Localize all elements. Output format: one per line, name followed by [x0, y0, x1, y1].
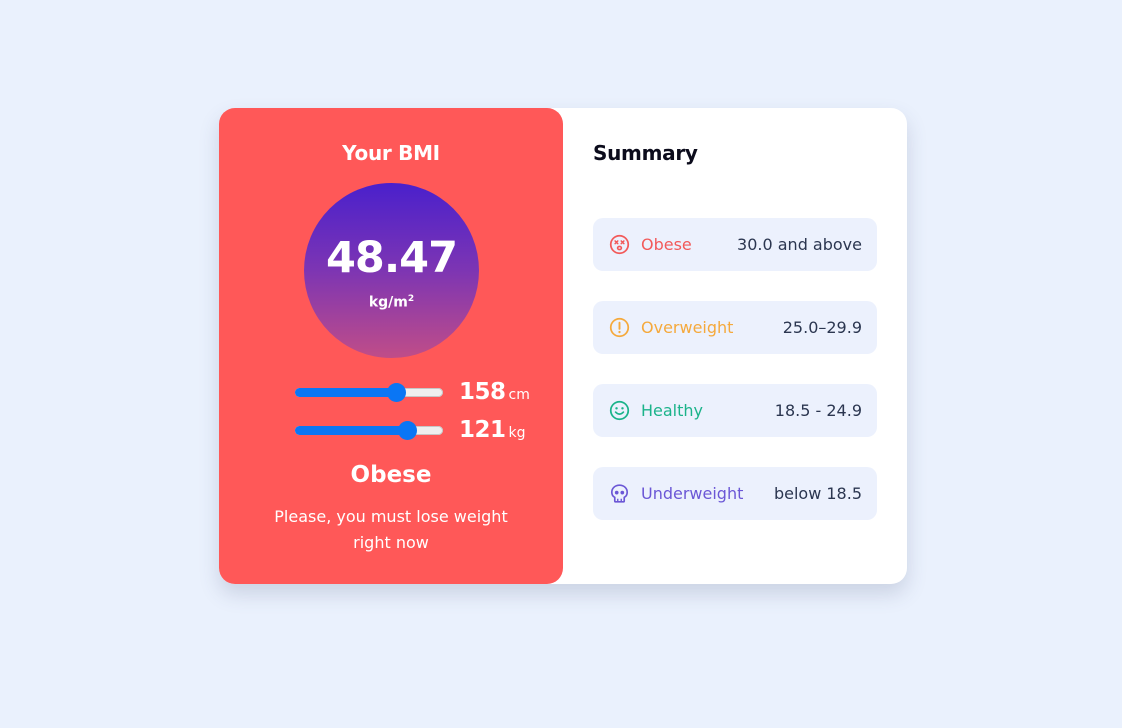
exclamation-circle-icon: [609, 317, 630, 338]
summary-row-range: 18.5 - 24.9: [774, 401, 862, 420]
summary-title: Summary: [593, 141, 698, 165]
bmi-value: 48.47: [325, 233, 458, 283]
summary-row-underweight: Underweight below 18.5: [593, 467, 877, 520]
bmi-card: Your BMI 48.47 kg/m2 158 cm 121 kg Obese P…: [219, 108, 907, 584]
smiley-face-icon: [609, 400, 630, 421]
summary-row-range: 30.0 and above: [737, 235, 862, 254]
summary-row-label: Underweight: [641, 484, 744, 503]
summary-row-range: 25.0–29.9: [782, 318, 862, 337]
height-slider-row: 158 cm: [295, 379, 555, 411]
height-unit: cm: [508, 387, 530, 403]
bmi-message: Please, you must lose weight right now: [274, 507, 508, 552]
bmi-category: Obese: [350, 462, 432, 488]
bmi-unit: kg/m2: [368, 294, 415, 311]
bmi-title: Your BMI: [342, 141, 440, 165]
height-slider[interactable]: [295, 383, 443, 402]
weight-slider-row: 121 kg: [295, 417, 555, 449]
height-readout: 158 cm: [459, 379, 530, 405]
summary-row-label: Overweight: [641, 318, 734, 337]
bmi-circle: 48.47 kg/m2: [304, 183, 479, 358]
weight-unit: kg: [508, 425, 526, 441]
summary-row-healthy: Healthy 18.5 - 24.9: [593, 384, 877, 437]
weight-slider-thumb[interactable]: [398, 421, 418, 440]
dizzy-face-icon: [609, 234, 630, 255]
weight-slider-fill: [295, 426, 408, 435]
summary-row-label: Healthy: [641, 401, 704, 420]
summary-row-obese: Obese 30.0 and above: [593, 218, 877, 271]
skull-icon: [610, 484, 629, 503]
weight-readout: 121 kg: [459, 417, 526, 443]
summary-row-overweight: Overweight 25.0–29.9: [593, 301, 877, 354]
height-slider-thumb[interactable]: [386, 383, 406, 402]
summary-row-range: below 18.5: [773, 484, 862, 503]
height-slider-fill: [295, 388, 396, 397]
weight-slider[interactable]: [295, 421, 443, 440]
bmi-result-panel: Your BMI 48.47 kg/m2 158 cm 121 kg Obese P…: [219, 108, 563, 584]
height-value: 158: [459, 379, 506, 405]
summary-row-label: Obese: [641, 235, 692, 254]
weight-value: 121: [459, 417, 506, 443]
